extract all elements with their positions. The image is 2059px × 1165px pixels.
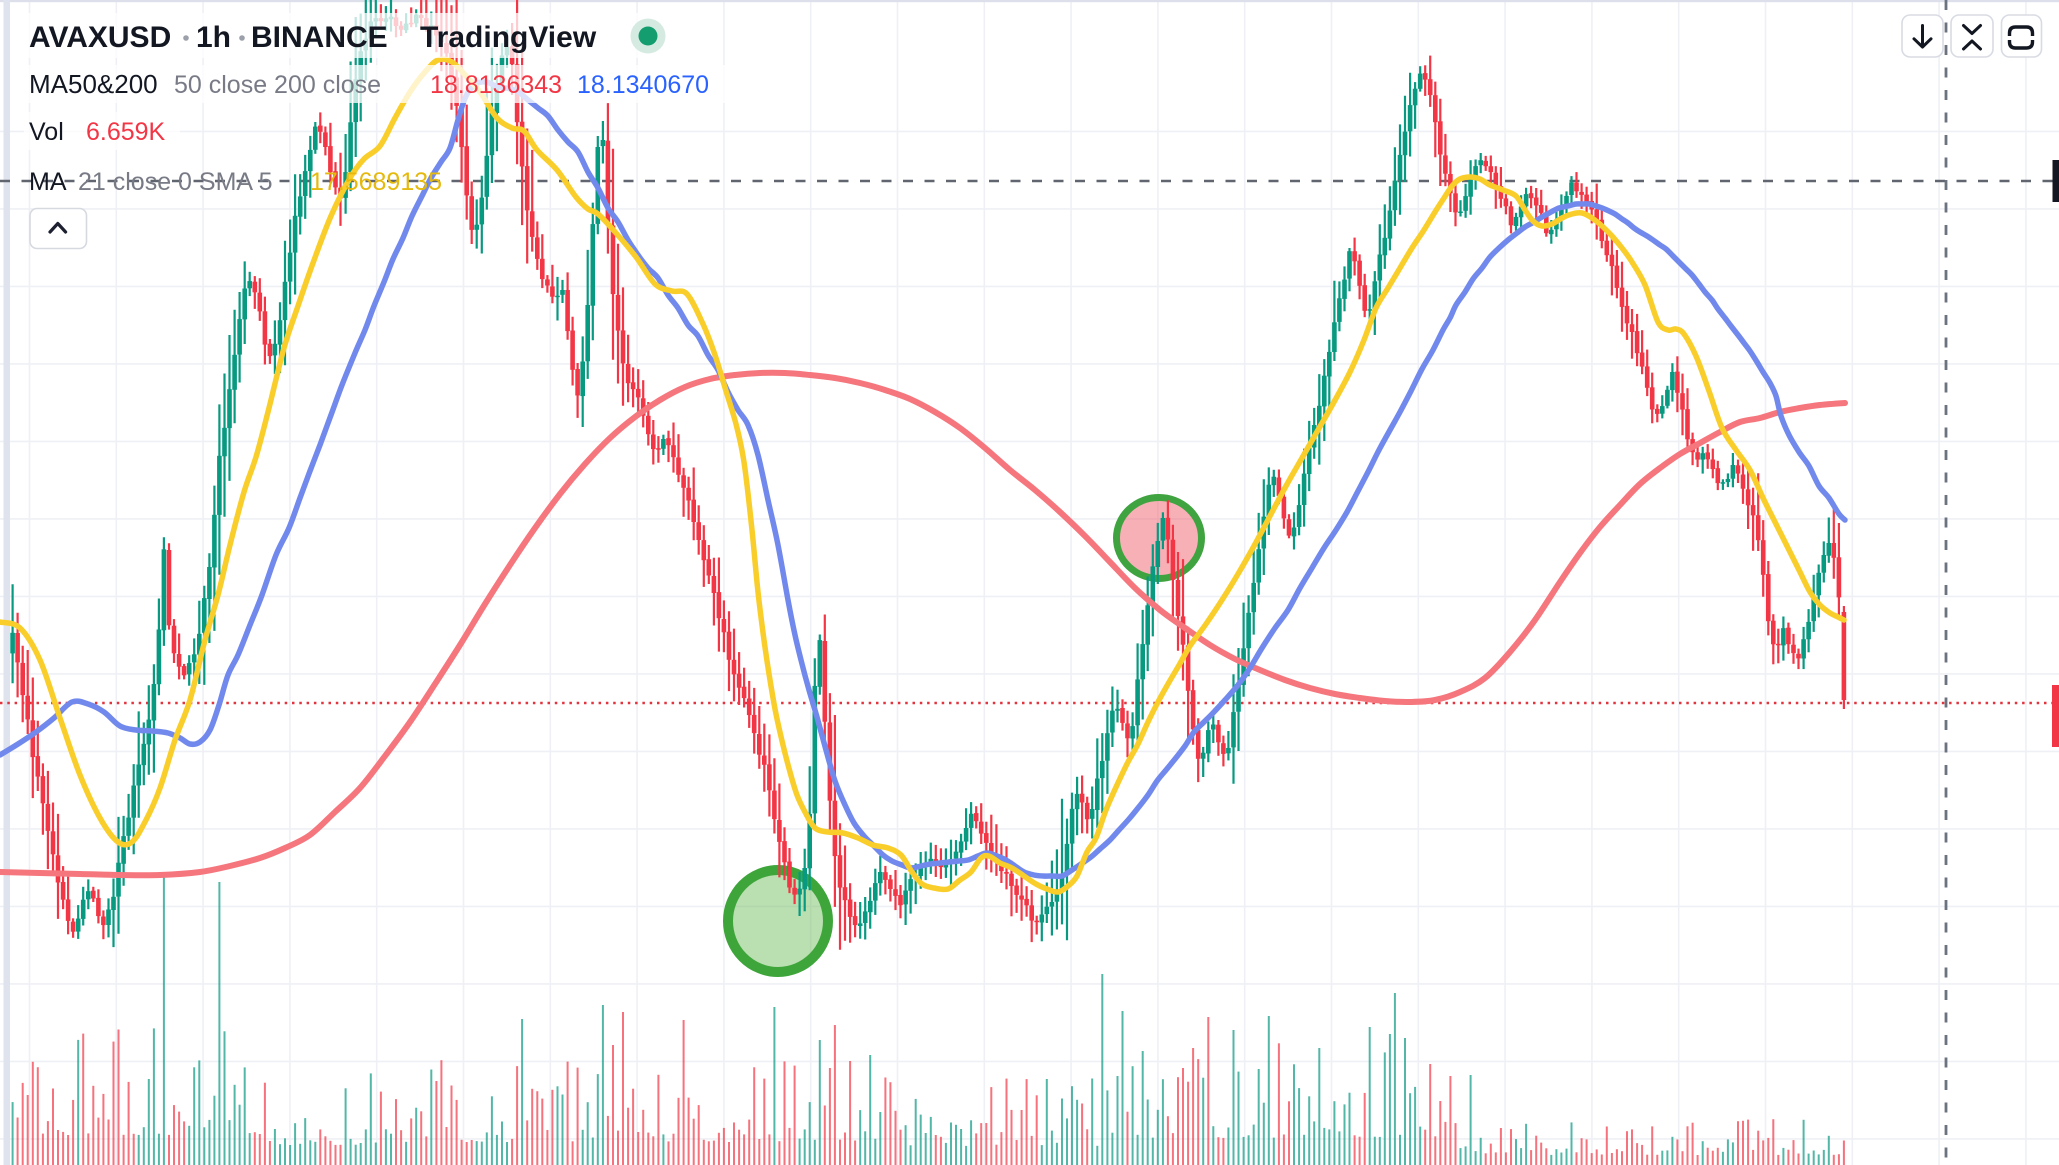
svg-text:AVAXUSD: AVAXUSD (29, 21, 171, 54)
svg-text:18.8136343: 18.8136343 (430, 71, 562, 99)
svg-text:18.1340670: 18.1340670 (577, 71, 709, 99)
svg-text:BINANCE: BINANCE (251, 21, 388, 54)
svg-text:MA50&200: MA50&200 (29, 69, 158, 99)
svg-text:21 close 0 SMA 5: 21 close 0 SMA 5 (78, 168, 273, 196)
svg-text:MA: MA (29, 168, 67, 196)
svg-text:6.659K: 6.659K (86, 118, 166, 146)
svg-text:50 close 200 close: 50 close 200 close (174, 71, 381, 99)
svg-text:1h: 1h (196, 21, 231, 54)
svg-text:Vol: Vol (29, 118, 64, 146)
svg-text:TradingView: TradingView (420, 21, 597, 54)
svg-text:17.5689135: 17.5689135 (310, 168, 442, 196)
